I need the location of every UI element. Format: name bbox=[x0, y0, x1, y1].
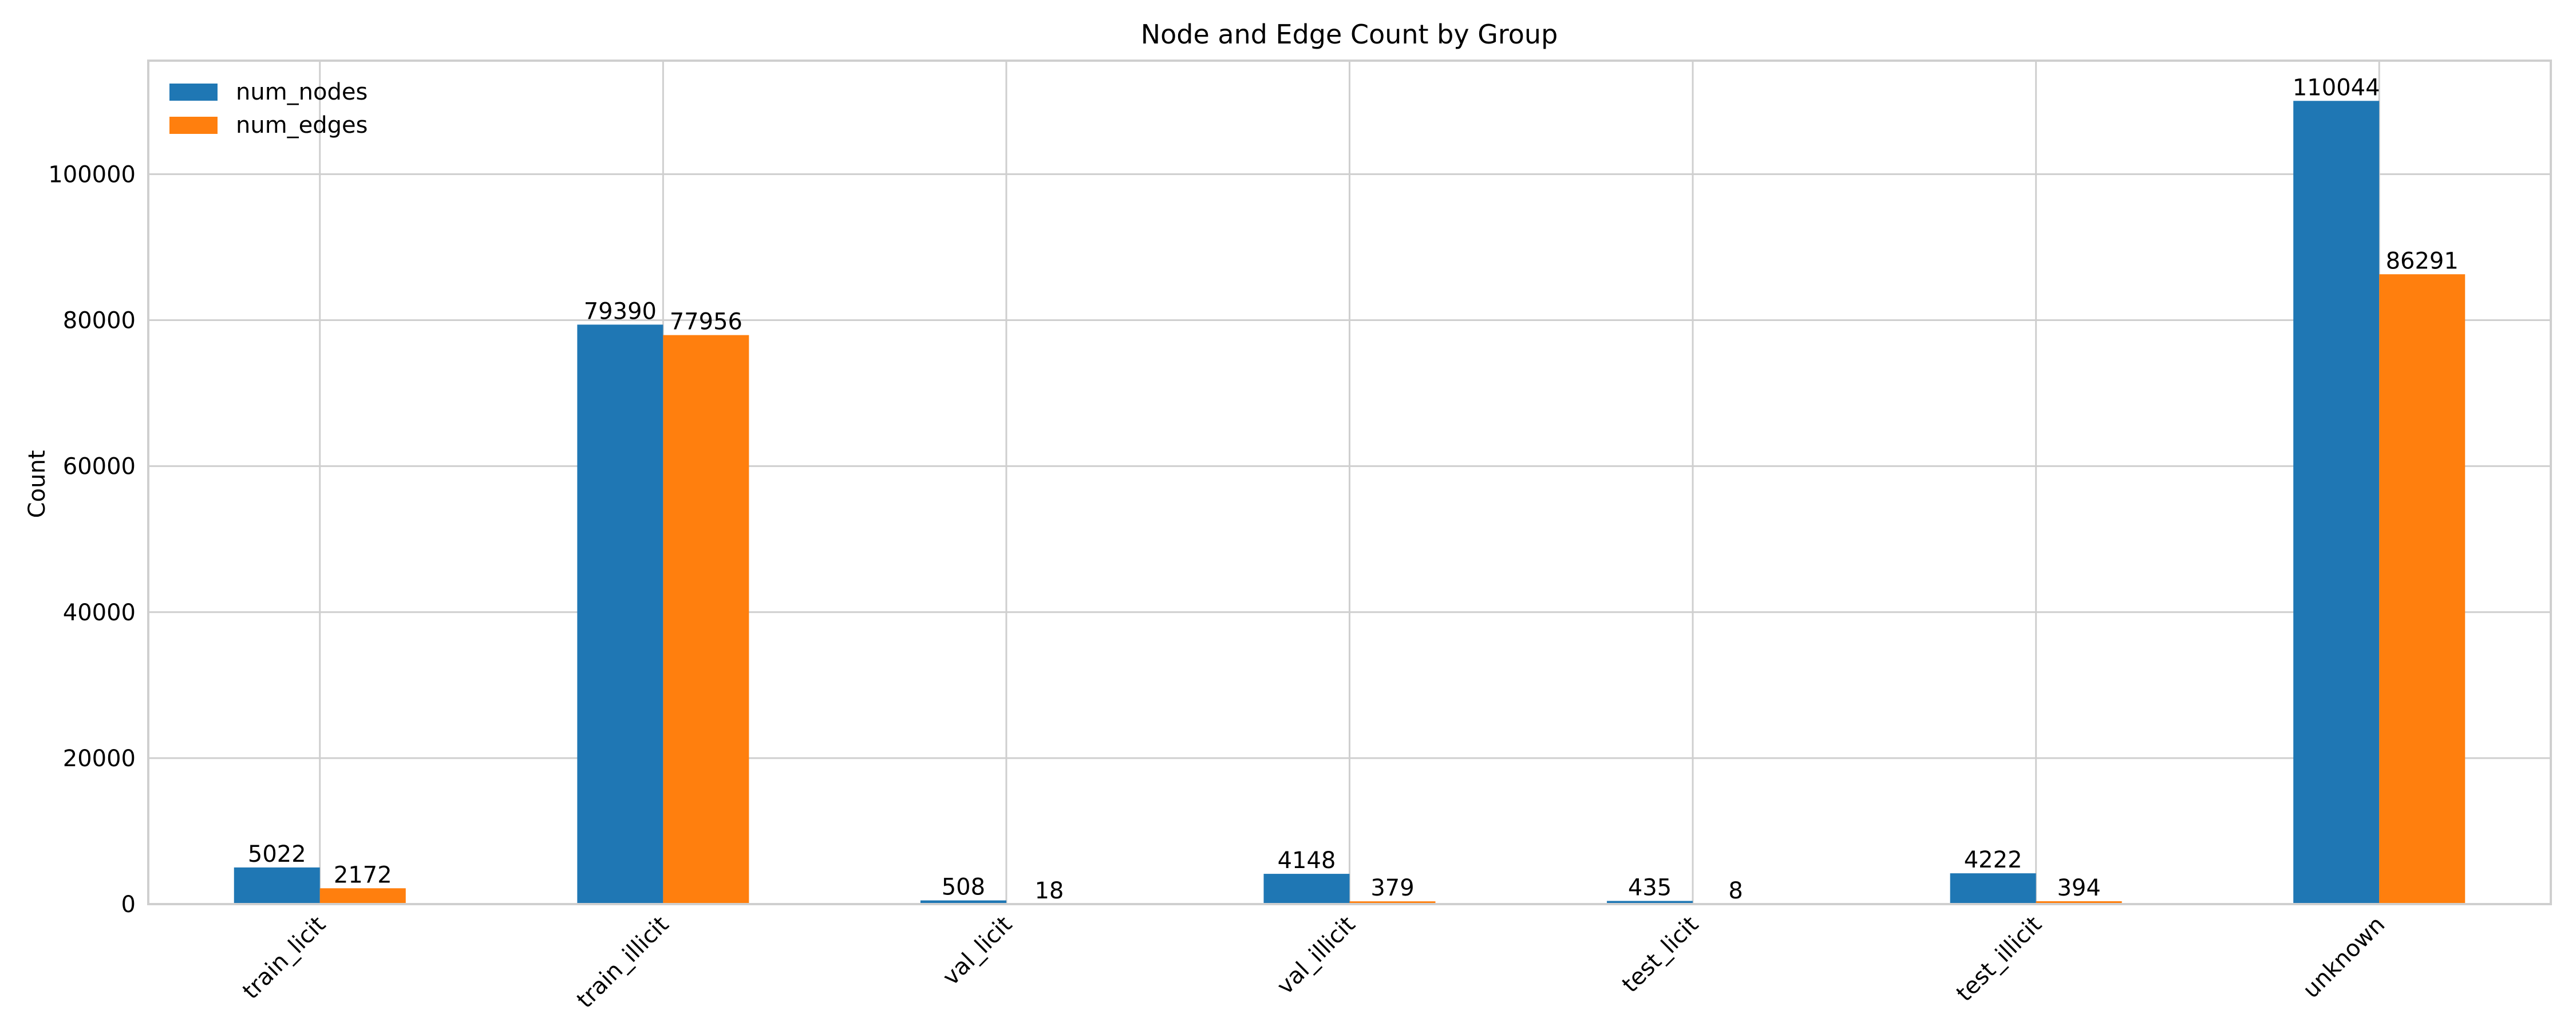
data-label-num_nodes-train_licit: 5022 bbox=[248, 841, 306, 867]
bar-num_edges-train_licit bbox=[319, 888, 406, 904]
bar-num_nodes-val_licit bbox=[920, 900, 1006, 904]
data-label-num_edges-unknown: 86291 bbox=[2386, 248, 2459, 274]
data-label-num_nodes-test_licit: 435 bbox=[1628, 874, 1672, 901]
bar-num_nodes-val_illicit bbox=[1263, 874, 1350, 904]
bar-num_nodes-train_illicit bbox=[577, 324, 663, 904]
legend: num_nodes num_edges bbox=[169, 79, 368, 138]
data-label-num_edges-train_licit: 2172 bbox=[334, 862, 392, 888]
bar-num_nodes-test_illicit bbox=[1950, 873, 2036, 904]
chart-title: Node and Edge Count by Group bbox=[1141, 19, 1558, 50]
bar-num_nodes-test_licit bbox=[1607, 901, 1693, 904]
data-label-num_edges-test_licit: 8 bbox=[1728, 878, 1743, 904]
data-label-num_edges-val_illicit: 379 bbox=[1370, 875, 1414, 901]
y-tick-label: 20000 bbox=[63, 746, 136, 772]
y-tick-label: 60000 bbox=[63, 454, 136, 480]
data-label-num_nodes-train_illicit: 79390 bbox=[584, 298, 657, 324]
plot-frame bbox=[147, 60, 2552, 905]
x-tick-label-train_licit: train_licit bbox=[238, 912, 331, 1005]
data-label-num_nodes-val_licit: 508 bbox=[942, 874, 985, 901]
legend-swatch-num_nodes bbox=[169, 84, 218, 101]
bar-num_edges-unknown bbox=[2379, 274, 2466, 904]
y-tick-labels: 0 20000 40000 60000 80000 100000 bbox=[48, 161, 136, 918]
grid-lines bbox=[148, 61, 2551, 905]
y-tick-label: 100000 bbox=[48, 161, 136, 188]
x-tick-label-val_licit: val_licit bbox=[938, 912, 1017, 991]
bar-num_edges-test_illicit bbox=[2036, 901, 2122, 904]
x-tick-label-val_illicit: val_illicit bbox=[1272, 912, 1361, 1000]
bar-num_edges-val_illicit bbox=[1349, 901, 1436, 904]
data-label-num_nodes-unknown: 110044 bbox=[2293, 74, 2380, 101]
x-tick-label-train_illicit: train_illicit bbox=[572, 912, 674, 1013]
legend-label-num_edges: num_edges bbox=[236, 112, 368, 138]
y-tick-label: 40000 bbox=[63, 600, 136, 626]
data-label-num_nodes-val_illicit: 4148 bbox=[1278, 847, 1336, 874]
x-tick-label-unknown: unknown bbox=[2298, 912, 2390, 1004]
y-tick-label: 80000 bbox=[63, 308, 136, 334]
data-label-num_edges-val_licit: 18 bbox=[1034, 878, 1064, 904]
x-tick-labels: train_licit train_illicit val_licit val_ill… bbox=[238, 912, 2390, 1013]
bar-num_nodes-train_licit bbox=[234, 867, 320, 904]
legend-swatch-num_edges bbox=[169, 117, 218, 134]
data-labels: 5022 2172 79390 77956 508 18 4148 379 435 8 4222 39… bbox=[248, 74, 2459, 904]
data-label-num_edges-train_illicit: 77956 bbox=[670, 309, 742, 335]
x-tick-label-test_licit: test_licit bbox=[1617, 912, 1704, 998]
bars bbox=[234, 101, 2466, 904]
y-tick-label: 0 bbox=[121, 892, 136, 918]
y-axis-label: Count bbox=[24, 450, 50, 518]
data-label-num_nodes-test_illicit: 4222 bbox=[1964, 847, 2022, 873]
bar-num_edges-train_illicit bbox=[663, 335, 749, 904]
x-tick-label-test_illicit: test_illicit bbox=[1951, 912, 2047, 1007]
data-label-num_edges-test_illicit: 394 bbox=[2057, 875, 2100, 901]
legend-label-num_nodes: num_nodes bbox=[236, 79, 368, 105]
bar-num_nodes-unknown bbox=[2293, 101, 2380, 904]
